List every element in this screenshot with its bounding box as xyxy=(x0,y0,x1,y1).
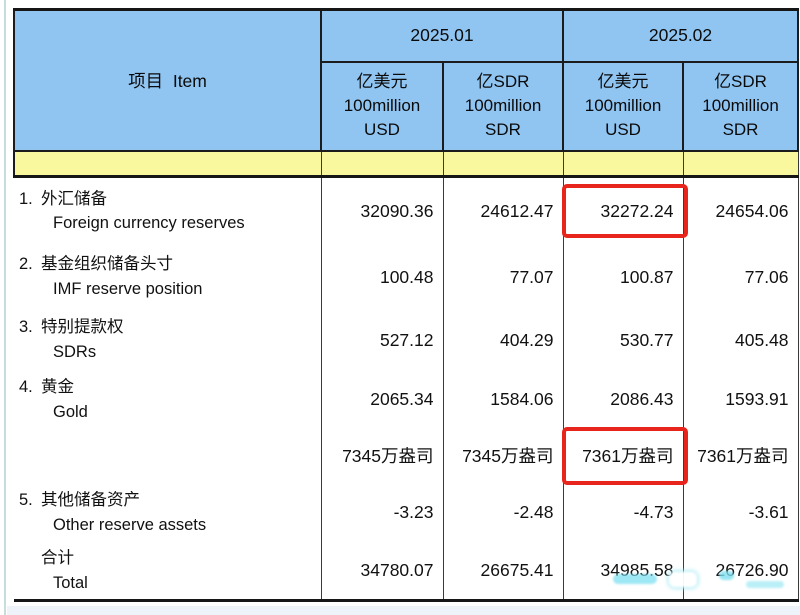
unit-line-scale: 100million xyxy=(702,95,779,115)
cell-value: 7361万盎司 xyxy=(682,428,799,483)
unit-line-scale: 100million xyxy=(584,95,662,115)
yellow-band-cell xyxy=(682,150,799,178)
cell-value: 7345万盎司 xyxy=(442,428,564,483)
cell-value: -4.73 xyxy=(562,482,684,543)
unit-line-scale: 100million xyxy=(343,95,421,115)
item-en: SDRs xyxy=(53,343,97,361)
cell-value: -3.23 xyxy=(320,482,443,543)
yellow-band-cell xyxy=(320,150,444,178)
cell-value: 405.48 xyxy=(682,309,799,371)
cell-value: 32090.36 xyxy=(320,176,443,245)
row-item-label xyxy=(14,429,321,483)
item-zh-text: 合计 xyxy=(41,549,74,567)
yellow-band-cell xyxy=(13,150,322,178)
item-zh-text: 其他储备资产 xyxy=(41,490,140,509)
cell-value-smudged: 34985.58 xyxy=(562,542,697,601)
official-reserve-assets-table: 项目 Item 2025.01 2025.02 亿美元 100million U… xyxy=(13,8,800,602)
item-en: IMF reserve position xyxy=(53,280,203,298)
table-row-foreign-currency-reserves: 1. 外汇储备 Foreign currency reserves 32090.3… xyxy=(14,176,799,245)
cell-value-text: 26726.90 xyxy=(715,560,789,581)
item-zh: 5. 其他储备资产 xyxy=(19,488,321,513)
page-left-edge-line xyxy=(4,0,6,615)
table-row-sdrs: 3. 特别提款权 SDRs 527.12 404.29 530.77 405.48 xyxy=(14,309,799,371)
cell-value: 26675.41 xyxy=(442,542,564,601)
item-en: Total xyxy=(53,573,88,592)
cell-value: 24612.47 xyxy=(442,176,564,245)
unit-line-zh: 亿SDR xyxy=(714,71,767,91)
unit-line-zh: 亿SDR xyxy=(476,71,530,91)
row-item-label: 3. 特别提款权 SDRs xyxy=(14,310,321,371)
month-header-2025-01: 2025.01 xyxy=(319,8,565,63)
cell-value: -3.61 xyxy=(682,482,799,543)
cell-value-highlighted: 7361万盎司 xyxy=(561,426,688,485)
yellow-band-cell xyxy=(442,150,564,178)
cell-value: 404.29 xyxy=(442,309,564,371)
cyan-smudge xyxy=(745,581,784,588)
item-zh: 合计 xyxy=(19,546,321,571)
cell-value: -2.48 xyxy=(442,482,564,543)
cell-value: 77.06 xyxy=(682,244,799,310)
item-en: Other reserve assets xyxy=(53,515,207,534)
cell-value-text: 34985.58 xyxy=(600,560,674,581)
table-row-total: 合计 Total 34780.07 26675.41 34985.58 2672… xyxy=(14,542,799,601)
row-item-label: 合计 Total xyxy=(14,543,321,601)
bottom-strip xyxy=(7,606,800,615)
unit-line-code: USD xyxy=(364,120,400,140)
cell-value: 77.07 xyxy=(442,244,564,310)
cell-value: 24654.06 xyxy=(682,176,799,245)
cell-value: 100.48 xyxy=(320,244,443,310)
yellow-band-row xyxy=(13,150,799,178)
unit-line-code: SDR xyxy=(485,120,521,140)
cell-value: 7345万盎司 xyxy=(320,428,443,483)
cell-value: 1584.06 xyxy=(442,370,564,429)
unit-line-scale: 100million xyxy=(464,95,542,115)
table-row-gold: 4. 黄金 Gold 2065.34 1584.06 2086.43 1593.9… xyxy=(14,370,799,429)
item-zh-text: 外汇储备 xyxy=(41,189,107,208)
table-row-imf-reserve-position: 2. 基金组织储备头寸 IMF reserve position 100.48 7… xyxy=(14,244,799,310)
unit-line-code: USD xyxy=(605,120,641,140)
item-column-header: 项目 Item xyxy=(13,8,322,152)
cell-value-text: 32272.24 xyxy=(600,200,674,221)
cell-value: 100.87 xyxy=(562,244,684,310)
unit-header-usd-jan: 亿美元 100million USD xyxy=(320,60,444,152)
cell-value-text: 7361万盎司 xyxy=(582,446,674,466)
item-zh-text: 特别提款权 xyxy=(41,318,124,337)
table-row-gold-ounces: 7345万盎司 7345万盎司 7361万盎司 7361万盎司 xyxy=(14,426,799,485)
row-item-label: 1. 外汇储备 Foreign currency reserves xyxy=(14,177,321,245)
item-en: Gold xyxy=(53,402,88,421)
item-zh: 1. 外汇储备 xyxy=(19,187,321,212)
cell-value: 1593.91 xyxy=(682,370,799,429)
unit-line-zh: 亿美元 xyxy=(356,71,408,91)
item-number: 4. xyxy=(19,377,33,396)
unit-header-sdr-feb: 亿SDR 100million SDR xyxy=(682,60,800,152)
unit-header-usd-feb: 亿美元 100million USD xyxy=(562,60,685,152)
item-zh: 2. 基金组织储备头寸 xyxy=(19,252,321,277)
cell-value: 530.77 xyxy=(562,309,684,371)
item-number: 2. xyxy=(19,255,33,274)
unit-header-sdr-jan: 亿SDR 100million SDR xyxy=(441,60,565,152)
month-header-2025-02: 2025.02 xyxy=(562,8,800,63)
row-item-label: 4. 黄金 Gold xyxy=(14,371,321,429)
yellow-band-cell xyxy=(562,150,684,178)
cell-value: 34780.07 xyxy=(320,542,443,601)
cell-value: 527.12 xyxy=(320,309,443,371)
row-item-label: 5. 其他储备资产 Other reserve assets xyxy=(14,483,321,543)
item-number: 3. xyxy=(19,318,33,337)
cell-value-smudged: 26726.90 xyxy=(682,542,799,601)
item-number: 5. xyxy=(19,490,33,509)
item-zh: 4. 黄金 xyxy=(19,375,321,400)
item-zh-text: 基金组织储备头寸 xyxy=(41,255,173,274)
row-item-label: 2. 基金组织储备头寸 IMF reserve position xyxy=(14,245,321,310)
cell-value: 2065.34 xyxy=(320,370,443,429)
unit-line-code: SDR xyxy=(722,120,759,140)
unit-line-zh: 亿美元 xyxy=(597,71,649,91)
item-zh-text: 黄金 xyxy=(41,377,74,396)
cell-value: 2086.43 xyxy=(562,370,684,429)
table-row-other-reserve-assets: 5. 其他储备资产 Other reserve assets -3.23 -2.4… xyxy=(14,482,799,543)
item-en: Foreign currency reserves xyxy=(53,214,245,233)
item-number: 1. xyxy=(19,189,33,208)
item-zh: 3. 特别提款权 xyxy=(19,315,321,340)
cell-value-highlighted: 32272.24 xyxy=(561,176,688,245)
